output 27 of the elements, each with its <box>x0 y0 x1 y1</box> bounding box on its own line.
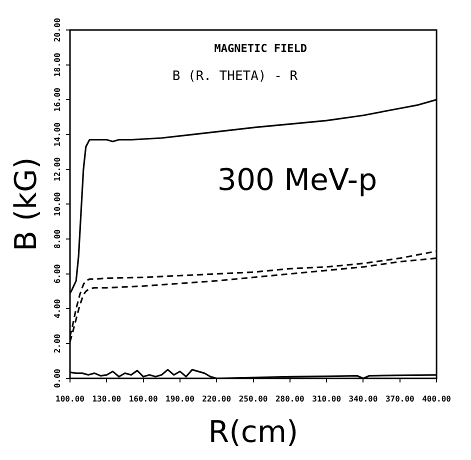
y-tick-label: 4.00 <box>53 298 62 318</box>
y-tick-label: 16.00 <box>53 87 62 112</box>
x-tick-label: 130.00 <box>92 394 122 404</box>
x-tick-label: 220.00 <box>202 394 232 404</box>
y-tick-label: 18.00 <box>53 52 62 77</box>
y-tick-label: 20.00 <box>53 18 62 42</box>
y-tick-label: 0.00 <box>53 368 62 388</box>
y-tick-label: 14.00 <box>53 122 62 147</box>
text: MAGNETIC FIELD <box>214 42 308 55</box>
y-tick-label: 6.00 <box>53 264 62 284</box>
y-axis-title: B (kG) <box>8 157 44 252</box>
y-tick-label: 10.00 <box>53 192 62 216</box>
y-tick-label: 2.00 <box>53 334 62 354</box>
x-tick-label: 400.00 <box>422 394 452 404</box>
annotation: 300 MeV-p <box>217 163 378 198</box>
x-tick-label: 160.00 <box>128 394 158 404</box>
x-tick-label: 190.00 <box>166 394 195 404</box>
x-tick-label: 370.00 <box>385 394 415 404</box>
y-tick-label: 12.00 <box>53 157 62 182</box>
x-axis-title: R(cm) <box>208 414 298 450</box>
text: B (R. THETA) - R <box>172 69 298 84</box>
y-tick-label: 8.00 <box>53 229 62 249</box>
x-tick-label: 250.00 <box>238 394 268 404</box>
x-tick-label: 280.00 <box>275 394 305 404</box>
x-tick-label: 310.00 <box>312 394 342 404</box>
x-tick-label: 340.00 <box>348 394 378 404</box>
x-tick-label: 100.00 <box>56 394 85 404</box>
